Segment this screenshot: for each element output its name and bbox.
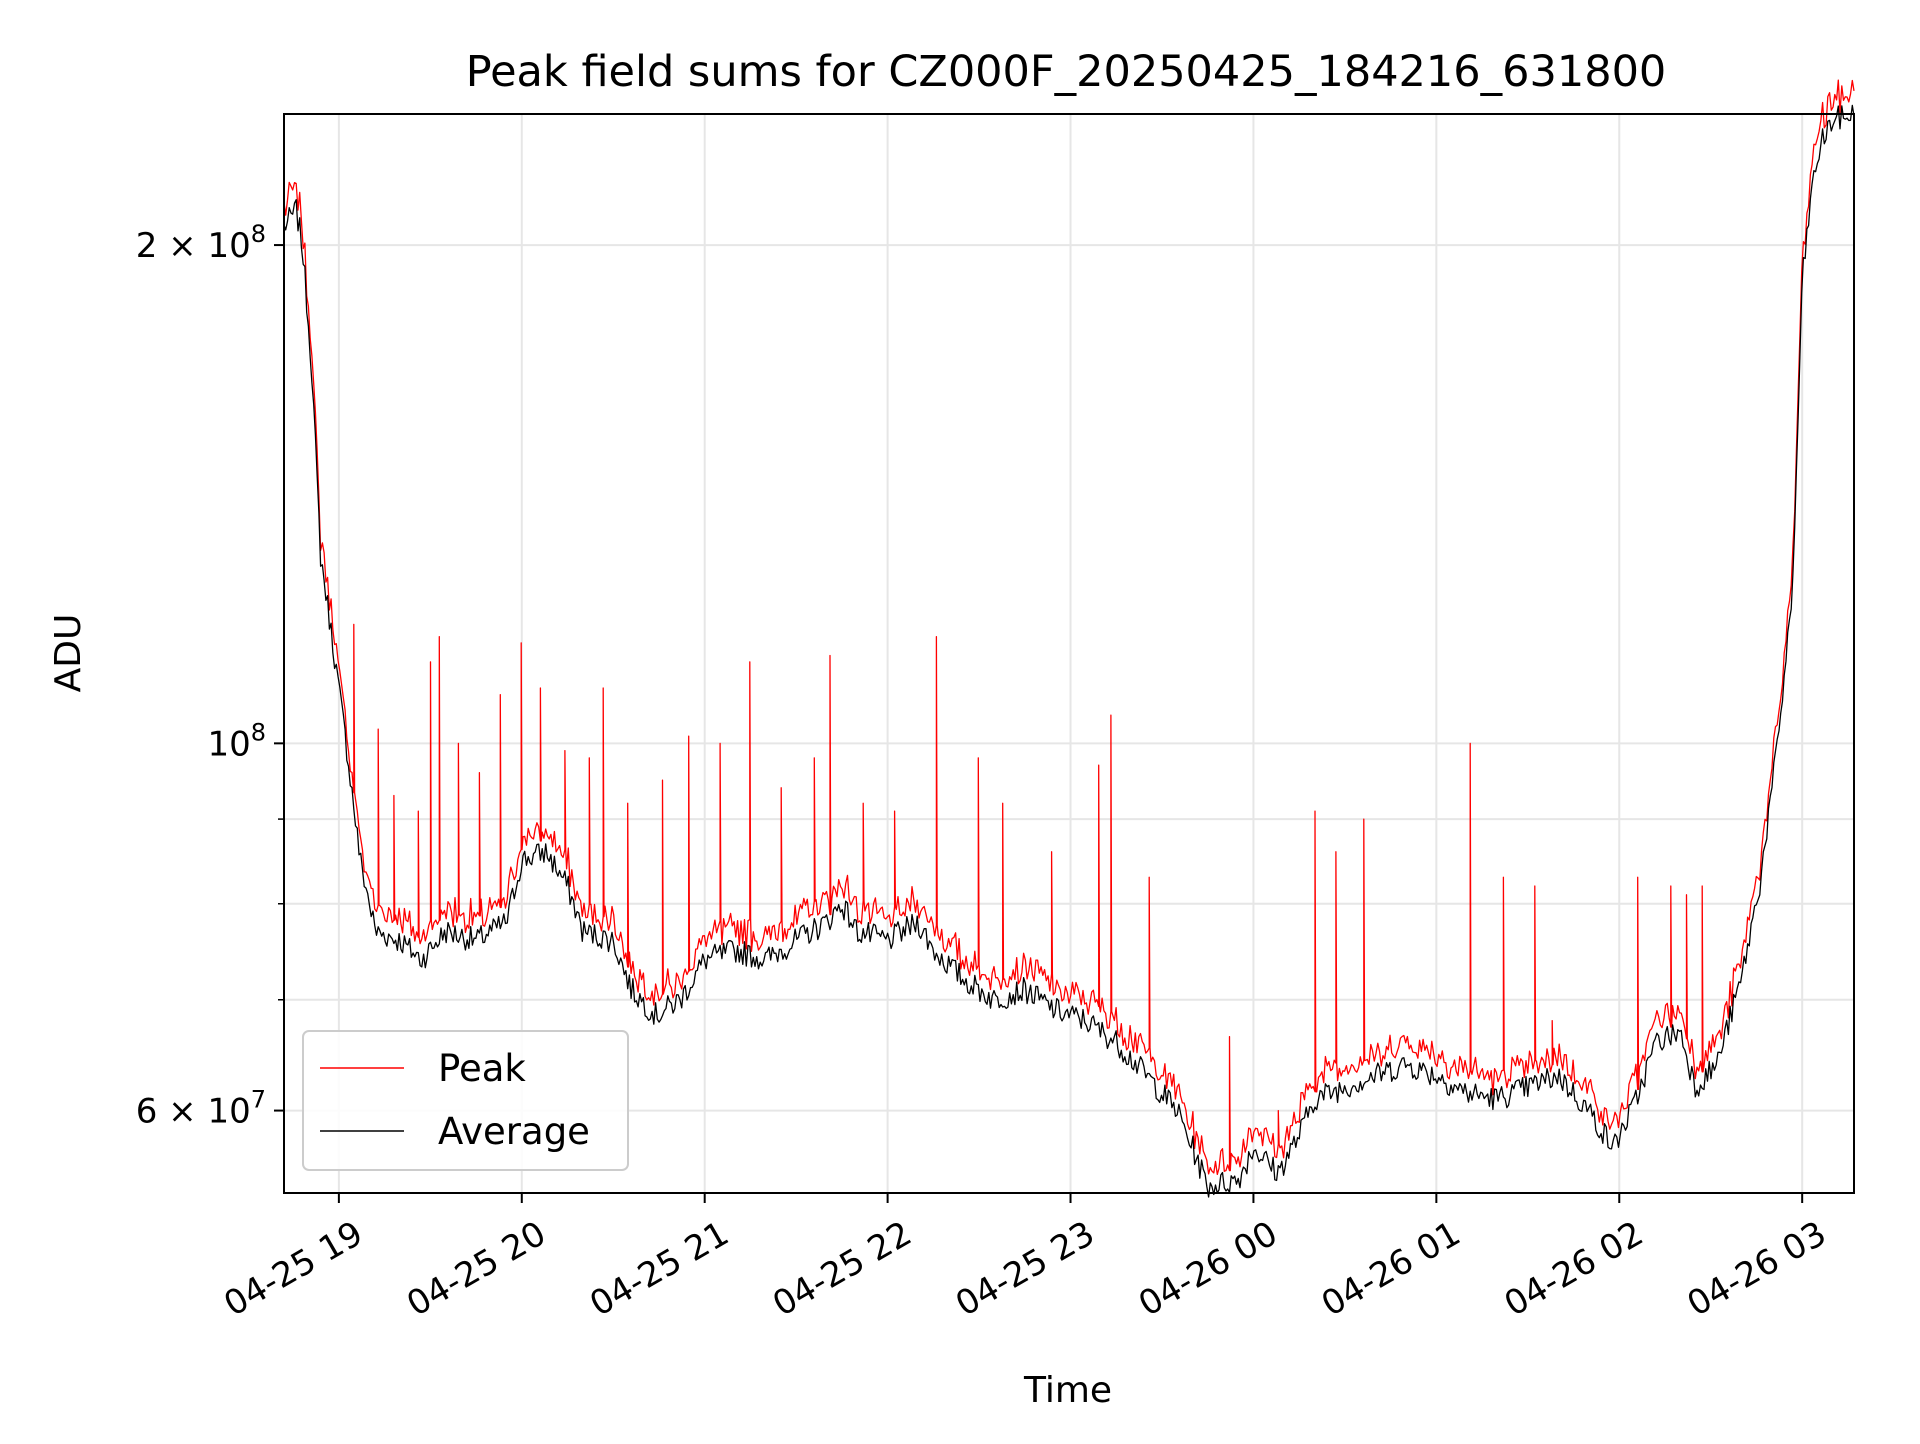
y-tick-label: 6 × 107	[136, 1086, 266, 1132]
chart-title: Peak field sums for CZ000F_20250425_1842…	[466, 47, 1667, 97]
x-axis: 04-25 19 04-25 20 04-25 21 04-25 22 04-25 23…	[217, 1193, 1833, 1325]
x-tick-label: 04-25 19	[217, 1214, 369, 1325]
y-axis: 108 2 × 108 6 × 107	[136, 220, 284, 1132]
y-tick-label: 2 × 108	[136, 220, 266, 266]
x-tick-label: 04-25 22	[766, 1214, 918, 1325]
x-tick-label: 04-26 01	[1315, 1214, 1467, 1325]
legend: Peak Average	[302, 1030, 629, 1171]
plot-frame	[283, 113, 1855, 1194]
series-line-average	[283, 104, 1855, 1198]
x-tick-label: 04-25 20	[400, 1214, 552, 1325]
legend-label-peak: Peak	[438, 1047, 526, 1090]
x-tick-label: 04-26 00	[1132, 1214, 1284, 1325]
series-line-peak	[283, 79, 1855, 1176]
x-tick-label: 04-25 21	[583, 1214, 735, 1325]
legend-label-average: Average	[438, 1110, 590, 1153]
grid-lines	[284, 114, 1854, 1193]
y-axis-label: ADU	[48, 614, 89, 693]
x-axis-label: Time	[1023, 1370, 1112, 1411]
x-tick-label: 04-26 03	[1681, 1214, 1833, 1325]
x-tick-label: 04-25 23	[949, 1214, 1101, 1325]
y-tick-label: 108	[207, 718, 266, 764]
legend-box	[302, 1030, 629, 1171]
series-layer	[283, 79, 1855, 1198]
x-tick-label: 04-26 02	[1498, 1214, 1650, 1325]
